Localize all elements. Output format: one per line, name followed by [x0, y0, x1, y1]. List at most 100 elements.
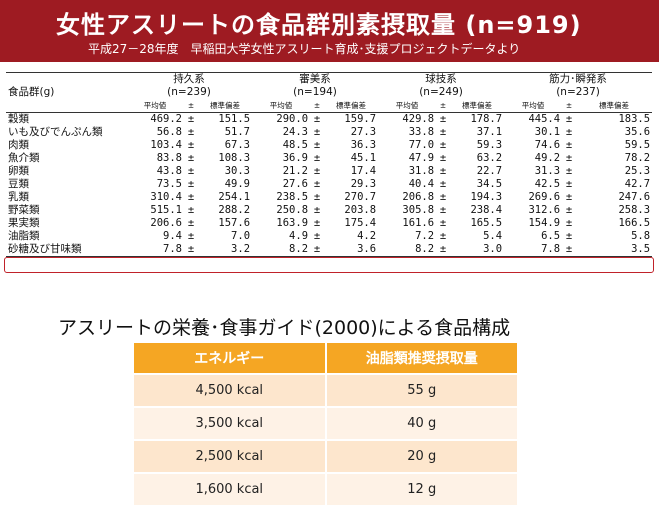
mean-value: 515.1	[150, 204, 182, 216]
mean-value: 206.8	[402, 191, 435, 203]
sub-sd: 標準偏差	[324, 99, 379, 113]
sd-value: 258.3	[618, 204, 651, 216]
guide-header-row: エネルギー 油脂類推奨摂取量	[134, 343, 517, 374]
plus-minus: ±	[313, 152, 321, 164]
food-group-label: いも及びでんぷん類	[8, 126, 103, 138]
guide-header-energy: エネルギー	[134, 343, 327, 374]
fat-recommended-value: 12 g	[325, 472, 517, 505]
sd-value: 30.3	[224, 165, 251, 177]
mean-value: 36.9	[282, 152, 309, 164]
food-group-label: 砂糖及び甘味類	[6, 243, 126, 257]
table-row: いも及びでんぷん類 56.8 ±51.7 24.3 ±27.3 33.8 ±37.1 30.1…	[6, 126, 652, 139]
sd-value: 37.1	[476, 126, 503, 138]
mean-value: 47.9	[408, 152, 435, 164]
plus-minus: ±	[439, 152, 447, 164]
plus-minus: ±	[313, 178, 321, 190]
sub-mean: 平均値	[504, 99, 563, 113]
plus-minus: ±	[562, 243, 577, 257]
plus-minus: ±	[439, 191, 447, 203]
sd-value: 59.5	[624, 139, 651, 151]
sub-sd: 標準偏差	[450, 99, 505, 113]
plus-minus: ±	[436, 243, 451, 257]
group-n-ball: (n=249)	[419, 86, 463, 98]
table-row: 乳類 310.4 ±254.1 238.5 ±270.7 206.8 ±194.3 269.6…	[6, 191, 652, 204]
plus-minus: ±	[565, 217, 573, 229]
plus-minus: ±	[439, 139, 447, 151]
plus-minus: ±	[187, 178, 195, 190]
sd-value: 25.3	[624, 165, 651, 177]
sd-value: 157.6	[218, 217, 251, 229]
page-title: 女性アスリートの食品群別素摂取量 (n=919)	[56, 11, 582, 39]
sd-value: 151.5	[218, 113, 251, 125]
mean-value: 24.3	[282, 126, 309, 138]
mean-value: 40.4	[408, 178, 435, 190]
plus-minus: ±	[187, 152, 195, 164]
sd-value: 29.3	[350, 178, 377, 190]
mean-value: 27.6	[282, 178, 309, 190]
food-group-label: 果実類	[8, 217, 40, 229]
energy-value: 2,500 kcal	[134, 439, 327, 473]
plus-minus: ±	[187, 165, 195, 177]
mean-value: 161.6	[402, 217, 435, 229]
sub-sd: 標準偏差	[198, 99, 253, 113]
group-n-aesthetic: (n=194)	[293, 86, 337, 98]
plus-minus: ±	[310, 243, 325, 257]
mean-value: 445.4	[528, 113, 561, 125]
food-group-label: 魚介類	[8, 152, 40, 164]
sub-sd: 標準偏差	[576, 99, 653, 113]
fat-recommended-value: 20 g	[325, 439, 517, 473]
highlight-fats-row	[4, 257, 654, 273]
guide-table-body: 4,500 kcal 55 g 3,500 kcal 40 g 2,500 kcal 20…	[134, 373, 517, 505]
page-subtitle: 平成27－28年度 早稲田大学女性アスリート育成･支援プロジェクトデータより	[88, 42, 521, 56]
sd-value: 247.6	[618, 191, 651, 203]
sd-value: 42.7	[624, 178, 651, 190]
plus-minus: ±	[565, 126, 573, 138]
mean-value: 6.5	[541, 230, 561, 242]
mean-value: 8.2	[252, 243, 311, 257]
sd-value: 4.2	[357, 230, 377, 242]
guide-header-fat: 油脂類推奨摂取量	[325, 343, 517, 374]
title-banner: 女性アスリートの食品群別素摂取量 (n=919) 平成27－28年度 早稲田大学…	[0, 0, 659, 62]
plus-minus: ±	[313, 165, 321, 177]
sd-value: 51.7	[224, 126, 251, 138]
table-row: 砂糖及び甘味類 7.8 ±3.2 8.2 ±3.6 8.2 ±3.0 7.8 ±3.5	[6, 243, 653, 257]
plus-minus: ±	[565, 152, 573, 164]
plus-minus: ±	[187, 126, 195, 138]
plus-minus: ±	[565, 204, 573, 216]
mean-value: 310.4	[150, 191, 182, 203]
group-name-aesthetic: 審美系	[299, 73, 331, 85]
table-row: 卵類 43.8 ±30.3 21.2 ±17.4 31.8 ±22.7 31.3 ±25.3	[6, 165, 652, 178]
mean-value: 73.5	[156, 178, 182, 190]
sd-value: 203.8	[344, 204, 377, 216]
energy-value: 3,500 kcal	[134, 406, 327, 440]
plus-minus: ±	[313, 139, 321, 151]
mean-value: 7.8	[504, 243, 563, 257]
plus-minus: ±	[313, 113, 321, 125]
plus-minus: ±	[439, 217, 447, 229]
table-row: 肉類 103.4 ±67.3 48.5 ±36.3 77.0 ±59.3 74.6 ±59.5	[6, 139, 652, 152]
mean-value: 163.9	[276, 217, 309, 229]
plus-minus: ±	[313, 230, 321, 242]
guide-title: アスリートの栄養･食事ガイド(2000)による食品構成	[58, 317, 511, 339]
sd-value: 166.5	[618, 217, 651, 229]
plus-minus: ±	[187, 191, 195, 203]
group-n-row: (n=239) (n=194) (n=249) (n=237)	[6, 86, 652, 99]
plus-minus: ±	[313, 204, 321, 216]
mean-value: 74.6	[534, 139, 561, 151]
mean-value: 429.8	[402, 113, 435, 125]
mean-value: 250.8	[276, 204, 309, 216]
mean-value: 8.2	[378, 243, 437, 257]
sd-value: 63.2	[476, 152, 503, 164]
intake-table-container: 食品群(g) 持久系 審美系 球技系 筋力･瞬発系 (n=239) (n=194…	[6, 72, 653, 257]
sd-value: 3.6	[324, 243, 379, 257]
plus-minus: ±	[313, 217, 321, 229]
plus-minus: ±	[565, 178, 573, 190]
energy-value: 1,600 kcal	[134, 472, 327, 505]
plus-minus: ±	[565, 230, 573, 242]
plus-minus: ±	[565, 139, 573, 151]
mean-value: 7.8	[126, 243, 184, 257]
sub-mean: 平均値	[126, 99, 184, 113]
mean-value: 238.5	[276, 191, 309, 203]
intake-table-body: 穀類 469.2 ±151.5 290.0 ±159.7 429.8 ±178.7 445.4…	[6, 113, 653, 257]
sd-value: 35.6	[624, 126, 651, 138]
